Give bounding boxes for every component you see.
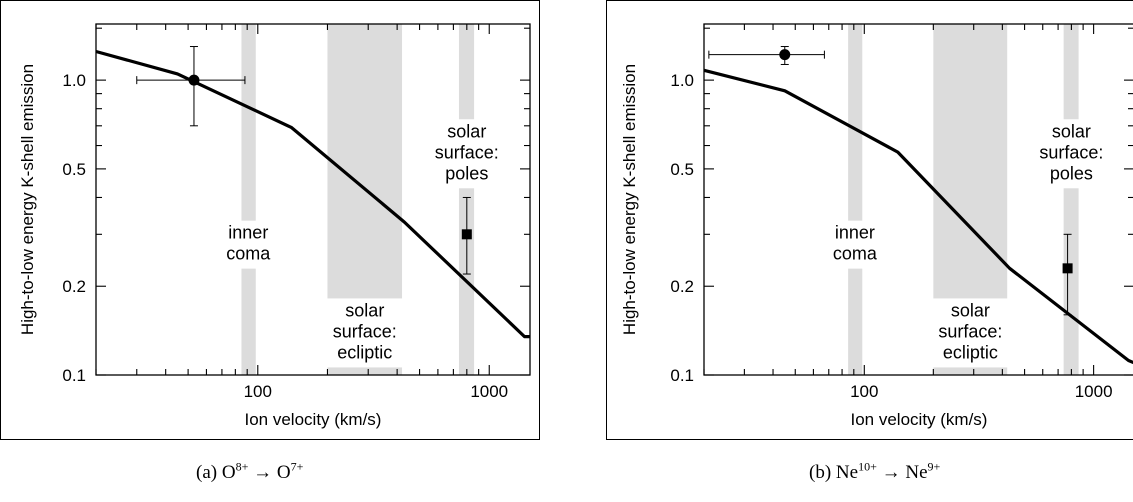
chart-a-ytick-label-1: 0.2 bbox=[62, 277, 86, 296]
chart-b-xtick-label-1: 1000 bbox=[1075, 382, 1113, 401]
chart-a-ytick-label-0: 0.1 bbox=[62, 366, 86, 385]
chart-a-xtick-label-1: 1000 bbox=[470, 382, 508, 401]
chart-a-ylabel: High-to-low energy K-shell emission bbox=[18, 64, 37, 335]
chart-a-region-label-bg-1 bbox=[322, 298, 408, 368]
chart-b-region-2 bbox=[1063, 24, 1079, 375]
chart-a-region-label-1-0: solar bbox=[345, 300, 384, 320]
chart-panel-a: inner coma solar surface: ecliptic solar surfa… bbox=[0, 0, 540, 440]
chart-b-region-label-2-2: poles bbox=[1050, 163, 1093, 183]
chart-a-region-label-2-1: surface: bbox=[435, 142, 499, 162]
caption-a-prefix: (a) O bbox=[196, 462, 236, 483]
chart-a-xlabel: Ion velocity (km/s) bbox=[245, 410, 382, 429]
chart-a-ytick-label-3: 1.0 bbox=[62, 71, 86, 90]
caption-a-ion1-charge: 8+ bbox=[235, 459, 249, 474]
chart-a-region-label-0-1: coma bbox=[226, 244, 271, 264]
chart-b-plot-frame bbox=[703, 23, 1133, 376]
chart-b-region-label-1-2: ecliptic bbox=[943, 342, 998, 362]
chart-a-plot-frame bbox=[95, 23, 531, 376]
chart-a-region-label-1-1: surface: bbox=[333, 321, 397, 341]
chart-a-region-label-0-0: inner bbox=[228, 223, 268, 243]
caption-a-arrow: → O bbox=[248, 462, 291, 483]
caption-b: (b) Ne10+ → Ne9+ bbox=[809, 459, 941, 484]
chart-a-ytick-label-2: 0.5 bbox=[62, 160, 86, 179]
chart-b-ytick-label-3: 1.0 bbox=[670, 71, 694, 90]
chart-b-region-label-1-1: surface: bbox=[938, 321, 1002, 341]
chart-a-point-1 bbox=[461, 229, 472, 240]
chart-panel-b: inner coma solar surface: ecliptic solar surfa… bbox=[606, 0, 1133, 440]
chart-a-region-label-2-2: poles bbox=[445, 163, 488, 183]
chart-b-region-label-1-0: solar bbox=[951, 300, 990, 320]
chart-b-region-label-0-0: inner bbox=[835, 223, 875, 243]
chart-a-xtick-label-0: 100 bbox=[244, 382, 272, 401]
chart-b-region-label-bg-1 bbox=[927, 298, 1013, 368]
chart-b-xlabel: Ion velocity (km/s) bbox=[851, 410, 988, 429]
chart-b-region-label-2-1: surface: bbox=[1039, 142, 1103, 162]
chart-b-model-curve bbox=[703, 68, 1133, 365]
chart-b-region-label-0-1: coma bbox=[833, 244, 878, 264]
chart-b-ytick-label-1: 0.2 bbox=[670, 277, 694, 296]
chart-b-point-1 bbox=[1062, 263, 1073, 274]
chart-a-region-0 bbox=[241, 24, 256, 375]
chart-a-region-label-bg-2 bbox=[424, 119, 510, 189]
caption-b-arrow: → Ne bbox=[876, 462, 928, 483]
caption-b-prefix: (b) Ne bbox=[809, 462, 859, 483]
chart-a-region-label-2-0: solar bbox=[447, 121, 486, 141]
chart-a-region-label-bg-0 bbox=[220, 220, 277, 269]
chart-a-svg: innercomasolarsurface:eclipticsolarsurfa… bbox=[18, 23, 531, 429]
caption-b-ion2-charge: 9+ bbox=[927, 459, 941, 474]
chart-a-region-label-1-2: ecliptic bbox=[337, 342, 392, 362]
caption-a: (a) O8+ → O7+ bbox=[196, 459, 304, 484]
caption-a-ion2-charge: 7+ bbox=[290, 459, 304, 474]
chart-b-ytick-label-0: 0.1 bbox=[670, 366, 694, 385]
chart-b-region-label-bg-2 bbox=[1028, 119, 1114, 189]
chart-b-point-0 bbox=[779, 49, 791, 61]
chart-a-model-curve bbox=[95, 49, 530, 339]
chart-b-region-0 bbox=[848, 24, 863, 375]
chart-a-point-0 bbox=[188, 74, 200, 86]
chart-b-ytick-label-2: 0.5 bbox=[670, 160, 694, 179]
chart-b-ylabel: High-to-low energy K-shell emission bbox=[620, 64, 639, 335]
chart-b-svg: innercomasolarsurface:eclipticsolarsurfa… bbox=[620, 23, 1133, 429]
caption-b-ion1-charge: 10+ bbox=[858, 459, 877, 474]
chart-b-region-label-bg-0 bbox=[826, 220, 883, 269]
chart-b-xtick-label-0: 100 bbox=[850, 382, 878, 401]
chart-b-region-label-2-0: solar bbox=[1052, 121, 1091, 141]
